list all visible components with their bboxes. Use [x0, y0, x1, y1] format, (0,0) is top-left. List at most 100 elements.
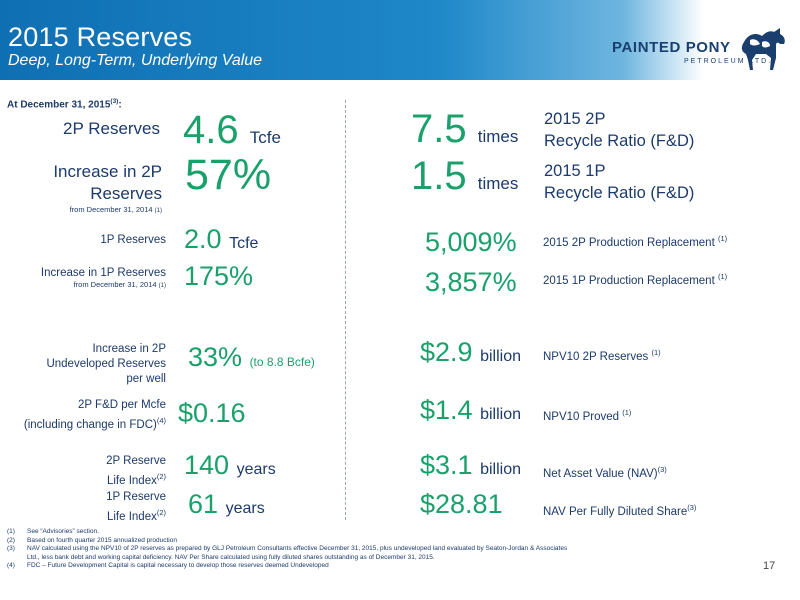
label-prod-repl-2p-text: 2015 2P Production Replacement: [543, 236, 715, 249]
value-npv10-2p-num: $2.9: [420, 337, 473, 367]
label-1p-reserves: 1P Reserves: [100, 234, 166, 246]
value-1p-life-num: 61: [188, 489, 219, 519]
footnote-text: NAV calculated using the NPV10 of 2P res…: [27, 545, 568, 553]
unit-1p-life: years: [225, 500, 265, 517]
sublabel-increase-2p: from December 31, 2014: [69, 205, 153, 214]
sup-2p-life: (2): [156, 472, 166, 481]
value-fd-per-mcfe: $0.16: [178, 398, 246, 428]
label-increase-2p-sub: from December 31, 2014 (1): [0, 205, 162, 216]
label-recycle-1p-l2: Recycle Ratio (F&D): [544, 184, 695, 202]
unit-recycle-1p: times: [477, 174, 519, 193]
sublabel-increase-1p: from December 31, 2014: [73, 280, 157, 289]
company-logo: PAINTED PONY PETROLEUM LTD.: [612, 22, 796, 74]
column-divider: [345, 100, 346, 520]
value-npv10-2p: $2.9 billion: [420, 337, 521, 368]
sup-fd: (4): [156, 416, 166, 425]
sup-increase-1p: (1): [158, 283, 166, 289]
as-of-sup: (3): [110, 98, 119, 105]
label-1p-life-l1: 1P Reserve: [106, 491, 166, 503]
label-prod-repl-2p: 2015 2P Production Replacement (1): [543, 234, 727, 249]
footnote-text: See “Advisories” section.: [27, 528, 99, 535]
unit-2p-life: years: [236, 461, 276, 478]
sup-prod-repl-1p: (1): [717, 272, 728, 281]
footnote-text: Based on fourth quarter 2015 annualized …: [27, 536, 177, 544]
label-npv10-2p: NPV10 2P Reserves (1): [543, 348, 661, 363]
footnote-num: (4): [7, 562, 15, 570]
label-1p-life-l2-wrap: Life Index(2): [0, 505, 166, 525]
label-1p-life-l2: Life Index: [106, 510, 157, 523]
label-npv10-proved-text: NPV10 Proved: [543, 410, 620, 423]
value-2p-reserves-num: 4.6: [183, 108, 239, 152]
label-undeveloped-l2: Undeveloped Reserves: [46, 358, 166, 370]
label-increase-2p: Increase in 2P Reserves from December 31…: [0, 161, 162, 216]
label-2p-life-l1: 2P Reserve: [106, 455, 166, 467]
footnotes: (1) See “Advisories” section. (2) Based on…: [7, 528, 707, 571]
value-increase-2p: 57%: [185, 151, 272, 199]
footnote-text: FDC – Future Development Capital is capi…: [27, 562, 329, 570]
footnote-num: [7, 554, 27, 563]
logo-subtitle: PETROLEUM LTD.: [684, 58, 773, 65]
footnote-item: (2) Based on fourth quarter 2015 annualiz…: [7, 537, 707, 546]
horse-icon: [741, 28, 785, 70]
label-increase-2p-l2: Reserves: [90, 184, 162, 203]
value-2p-reserves: 4.6 Tcfe: [183, 108, 281, 153]
footnote-item: Ltd., less bank debt and working capital…: [7, 554, 707, 563]
logo-name: PAINTED PONY: [612, 39, 731, 56]
label-recycle-1p: 2015 1P Recycle Ratio (F&D): [544, 160, 694, 204]
unit-npv10-proved: billion: [480, 406, 521, 423]
footnote-item: (1) See “Advisories” section.: [7, 528, 707, 537]
label-nav-per-share-text: NAV Per Fully Diluted Share: [543, 505, 688, 518]
unit-1p-reserves: Tcfe: [229, 235, 259, 252]
value-recycle-2p-num: 7.5: [411, 107, 467, 151]
label-fd-per-mcfe: 2P F&D per Mcfe (including change in FDC…: [0, 398, 166, 433]
slide-title: 2015 Reserves: [8, 22, 193, 52]
unit-recycle-2p: times: [477, 127, 519, 146]
label-npv10-proved: NPV10 Proved (1): [543, 408, 631, 423]
label-2p-reserves: 2P Reserves: [63, 119, 161, 138]
sup-1p-life: (2): [156, 508, 166, 517]
value-increase-1p: 175%: [184, 261, 254, 291]
label-prod-repl-1p: 2015 1P Production Replacement (1): [543, 272, 727, 287]
value-2p-life-index: 140 years: [184, 450, 276, 481]
footnote-text: Ltd., less bank debt and working capital…: [27, 553, 435, 561]
label-fd-l2: (including change in FDC): [23, 418, 157, 431]
footnote-num: (1): [7, 528, 15, 535]
label-nav: Net Asset Value (NAV)(3): [543, 465, 667, 480]
sup-prod-repl-2p: (1): [717, 234, 728, 243]
sup-nav-per-share: (3): [687, 503, 697, 512]
sup-increase-2p: (1): [154, 208, 162, 214]
label-nav-per-share: NAV Per Fully Diluted Share(3): [543, 503, 696, 518]
value-undeveloped-num: 33%: [188, 342, 243, 372]
value-recycle-1p: 1.5 times: [411, 154, 518, 199]
as-of-text: At December 31, 2015: [7, 99, 111, 111]
label-undeveloped-l1: Increase in 2P: [92, 343, 166, 355]
value-1p-reserves-num: 2.0: [184, 224, 222, 254]
value-nav-per-share: $28.81: [420, 489, 503, 519]
label-recycle-2p: 2015 2P Recycle Ratio (F&D): [544, 108, 694, 152]
sup-nav: (3): [657, 465, 667, 474]
footnote-num: (3): [7, 545, 15, 553]
label-undeveloped-l3: per well: [126, 373, 166, 385]
unit-2p-reserves: Tcfe: [249, 128, 281, 147]
value-npv10-proved-num: $1.4: [420, 395, 473, 425]
value-nav-num: $3.1: [420, 450, 473, 480]
label-increase-2p-l1: Increase in 2P: [53, 162, 162, 181]
slide-subtitle: Deep, Long-Term, Underlying Value: [8, 52, 263, 69]
value-npv10-proved: $1.4 billion: [420, 395, 521, 426]
value-1p-life-index: 61 years: [188, 489, 265, 520]
header-banner: 2015 Reserves Deep, Long-Term, Underlyin…: [0, 0, 800, 80]
label-increase-1p-sub: from December 31, 2014 (1): [0, 280, 166, 291]
footnote-item: (3) NAV calculated using the NPV10 of 2P …: [7, 545, 707, 554]
label-increase-1p-l1: Increase in 1P Reserves: [40, 267, 166, 279]
label-undeveloped: Increase in 2P Undeveloped Reserves per …: [0, 342, 166, 387]
value-prod-repl-2p: 5,009%: [425, 227, 517, 257]
value-recycle-2p: 7.5 times: [411, 107, 518, 152]
footnote-item: (4) FDC – Future Development Capital is c…: [7, 562, 707, 571]
label-recycle-2p-l1: 2015 2P: [544, 110, 606, 128]
sup-npv10-proved: (1): [622, 408, 632, 417]
label-fd-l1: 2P F&D per Mcfe: [78, 399, 166, 411]
unit-npv10-2p: billion: [480, 348, 521, 365]
label-recycle-1p-l1: 2015 1P: [544, 162, 606, 180]
value-1p-reserves: 2.0 Tcfe: [184, 224, 258, 255]
label-1p-life-index: 1P Reserve Life Index(2): [0, 490, 166, 525]
